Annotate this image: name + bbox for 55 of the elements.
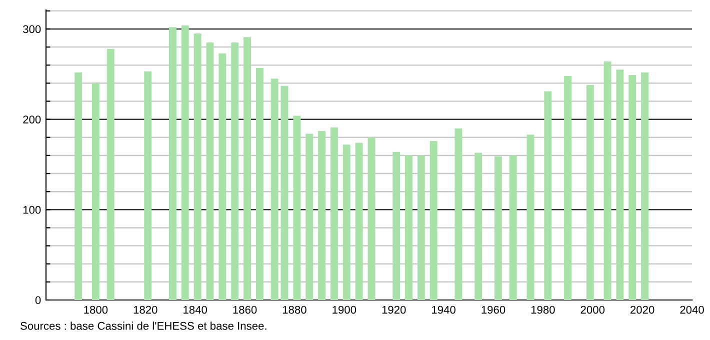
bar [526, 134, 534, 300]
bar [417, 155, 425, 300]
bar [355, 142, 363, 300]
bar [330, 127, 338, 300]
x-tick-label: 1980 [531, 306, 555, 314]
bar [604, 61, 612, 300]
bar [454, 128, 462, 300]
x-tick-label: 1900 [332, 306, 356, 314]
bar [231, 42, 239, 300]
x-tick-label: 2040 [680, 306, 704, 314]
x-tick-label: 1920 [382, 306, 406, 314]
bar [641, 72, 649, 300]
bar [586, 84, 594, 300]
bar [474, 152, 482, 300]
y-tick-label: 100 [23, 206, 41, 214]
bar [293, 116, 301, 300]
bar [270, 78, 278, 300]
bar [244, 37, 251, 300]
bar [405, 155, 412, 300]
x-tick-label: 1820 [134, 306, 158, 314]
x-tick-label: 1880 [282, 306, 306, 314]
bar [74, 72, 82, 300]
bar [168, 27, 176, 300]
x-tick-label: 2020 [630, 306, 654, 314]
y-tick-label: 200 [23, 116, 41, 124]
bar [494, 156, 502, 300]
bar [144, 71, 152, 300]
x-tick-label: 1800 [84, 306, 108, 314]
x-tick-label: 1860 [233, 306, 257, 314]
y-tick-label: 300 [23, 25, 41, 34]
bar [181, 25, 189, 300]
x-tick-label: 1840 [184, 306, 207, 314]
bar [368, 137, 376, 300]
bar [194, 33, 202, 300]
bar [106, 48, 114, 300]
y-tick-label: 0 [35, 296, 41, 304]
x-tick-label: 1940 [432, 306, 456, 314]
bar [616, 70, 624, 300]
bar [430, 140, 438, 300]
bar [509, 155, 517, 300]
bar [564, 76, 572, 300]
bar [628, 75, 636, 300]
bar [342, 144, 350, 300]
x-tick-label: 2000 [580, 306, 605, 314]
bar [256, 68, 264, 300]
bar [544, 91, 552, 300]
bar [92, 83, 100, 300]
bar [318, 131, 326, 300]
bar [218, 53, 226, 300]
bar [280, 86, 288, 300]
x-tick-label: 1960 [482, 306, 506, 314]
bar [206, 42, 214, 300]
source-note: Sources : base Cassini de l'EHESS et base Insee. [20, 322, 266, 330]
bar [392, 152, 400, 300]
bar [306, 134, 314, 300]
